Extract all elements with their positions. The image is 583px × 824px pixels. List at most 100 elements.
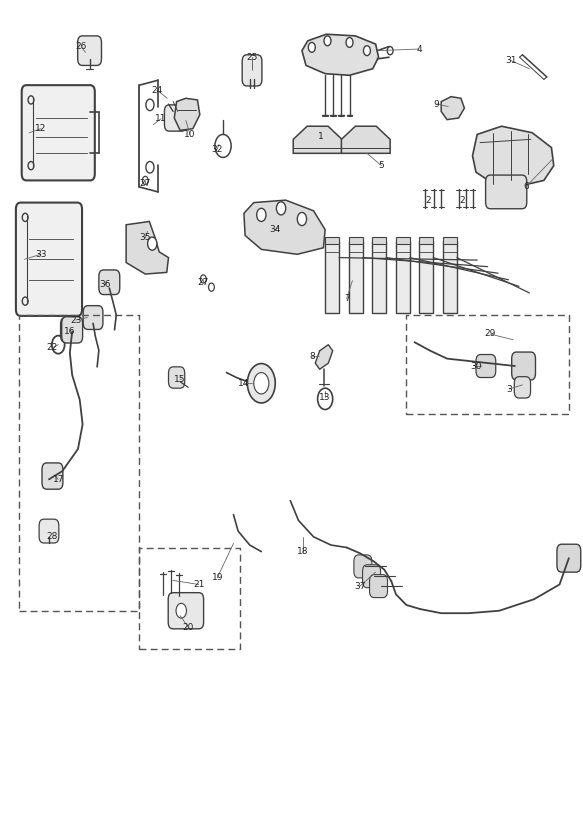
Text: 27: 27 bbox=[139, 179, 151, 188]
Text: 27: 27 bbox=[198, 278, 209, 287]
FancyBboxPatch shape bbox=[61, 317, 82, 342]
Circle shape bbox=[254, 372, 269, 394]
Polygon shape bbox=[473, 126, 554, 186]
Text: 1: 1 bbox=[318, 133, 324, 142]
Text: 32: 32 bbox=[212, 145, 223, 154]
Text: 25: 25 bbox=[247, 53, 258, 62]
Circle shape bbox=[297, 213, 307, 226]
FancyBboxPatch shape bbox=[83, 306, 103, 330]
Circle shape bbox=[318, 388, 333, 410]
Bar bbox=[325, 237, 339, 244]
Text: 16: 16 bbox=[64, 327, 76, 336]
Text: 35: 35 bbox=[139, 233, 151, 242]
Text: 31: 31 bbox=[505, 56, 517, 65]
Text: 9: 9 bbox=[434, 100, 440, 109]
Circle shape bbox=[346, 38, 353, 47]
FancyBboxPatch shape bbox=[514, 377, 531, 398]
Text: 18: 18 bbox=[297, 547, 309, 556]
Text: 2: 2 bbox=[460, 195, 465, 204]
FancyBboxPatch shape bbox=[363, 564, 381, 588]
Circle shape bbox=[276, 202, 286, 215]
Text: 7: 7 bbox=[344, 294, 349, 303]
FancyBboxPatch shape bbox=[242, 54, 262, 86]
Bar bbox=[396, 241, 410, 313]
Polygon shape bbox=[342, 126, 390, 153]
Circle shape bbox=[147, 237, 157, 250]
Polygon shape bbox=[126, 222, 168, 274]
Text: 17: 17 bbox=[52, 475, 64, 484]
FancyBboxPatch shape bbox=[99, 270, 120, 294]
Circle shape bbox=[146, 99, 154, 110]
Circle shape bbox=[146, 162, 154, 173]
Circle shape bbox=[52, 335, 65, 353]
Circle shape bbox=[176, 603, 187, 618]
Circle shape bbox=[215, 134, 231, 157]
Text: 14: 14 bbox=[238, 379, 250, 388]
Polygon shape bbox=[174, 98, 200, 130]
Polygon shape bbox=[441, 96, 465, 119]
Text: 33: 33 bbox=[35, 250, 47, 259]
Text: 20: 20 bbox=[182, 623, 194, 632]
Text: 19: 19 bbox=[212, 574, 223, 583]
FancyBboxPatch shape bbox=[22, 85, 95, 180]
Text: 21: 21 bbox=[193, 580, 205, 589]
Bar bbox=[443, 237, 457, 244]
FancyBboxPatch shape bbox=[354, 555, 372, 578]
Text: 12: 12 bbox=[35, 124, 47, 133]
Text: 8: 8 bbox=[309, 353, 315, 362]
Circle shape bbox=[142, 176, 148, 185]
Polygon shape bbox=[315, 344, 333, 369]
Text: 22: 22 bbox=[47, 344, 58, 353]
FancyBboxPatch shape bbox=[39, 519, 59, 543]
Circle shape bbox=[257, 208, 266, 222]
Text: 4: 4 bbox=[416, 44, 422, 54]
Text: 10: 10 bbox=[184, 130, 196, 139]
Text: 3: 3 bbox=[506, 385, 512, 394]
FancyBboxPatch shape bbox=[476, 354, 496, 377]
Text: 30: 30 bbox=[470, 363, 482, 372]
FancyBboxPatch shape bbox=[486, 175, 527, 208]
Circle shape bbox=[247, 363, 275, 403]
Circle shape bbox=[387, 47, 393, 54]
Text: 6: 6 bbox=[524, 181, 529, 190]
FancyBboxPatch shape bbox=[16, 203, 82, 316]
Circle shape bbox=[28, 96, 34, 104]
FancyBboxPatch shape bbox=[557, 544, 581, 572]
Circle shape bbox=[308, 43, 315, 52]
Circle shape bbox=[363, 46, 370, 55]
FancyBboxPatch shape bbox=[512, 352, 535, 380]
Polygon shape bbox=[302, 35, 378, 75]
Text: 28: 28 bbox=[47, 532, 58, 541]
Circle shape bbox=[28, 162, 34, 170]
FancyBboxPatch shape bbox=[78, 36, 101, 65]
Text: 36: 36 bbox=[99, 280, 110, 289]
Text: 15: 15 bbox=[174, 375, 186, 384]
Circle shape bbox=[22, 297, 28, 305]
Bar bbox=[396, 237, 410, 244]
Bar bbox=[443, 241, 457, 313]
Circle shape bbox=[209, 283, 215, 291]
Text: 2: 2 bbox=[425, 195, 431, 204]
Bar bbox=[325, 241, 339, 313]
Text: 11: 11 bbox=[155, 115, 167, 124]
Text: 37: 37 bbox=[354, 582, 366, 591]
Text: 26: 26 bbox=[76, 42, 87, 51]
FancyBboxPatch shape bbox=[168, 592, 203, 629]
FancyBboxPatch shape bbox=[168, 367, 185, 388]
Circle shape bbox=[201, 275, 206, 283]
Circle shape bbox=[22, 213, 28, 222]
Polygon shape bbox=[244, 200, 325, 255]
Bar bbox=[373, 237, 386, 244]
Bar bbox=[373, 241, 386, 313]
Bar bbox=[419, 237, 433, 244]
Text: 23: 23 bbox=[70, 316, 82, 325]
Text: 29: 29 bbox=[484, 330, 496, 339]
Circle shape bbox=[324, 36, 331, 46]
FancyBboxPatch shape bbox=[62, 316, 83, 343]
FancyBboxPatch shape bbox=[370, 574, 388, 597]
Text: 5: 5 bbox=[378, 162, 384, 170]
Text: 34: 34 bbox=[269, 225, 281, 234]
Text: 24: 24 bbox=[151, 86, 163, 95]
FancyBboxPatch shape bbox=[164, 105, 187, 131]
FancyBboxPatch shape bbox=[42, 463, 63, 489]
